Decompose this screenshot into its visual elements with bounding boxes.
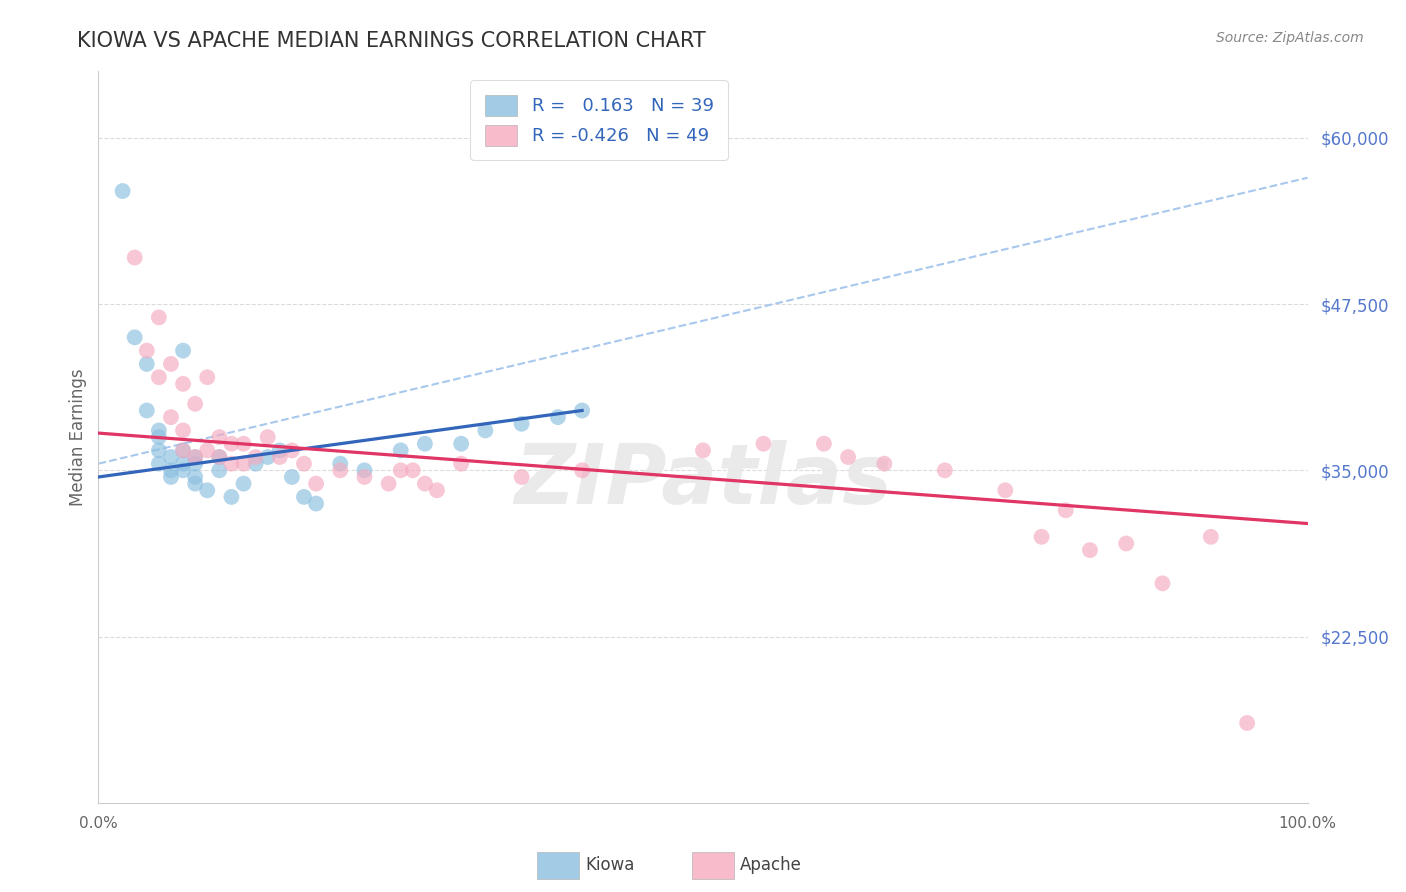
Point — [402, 463, 425, 477]
Point — [329, 457, 352, 471]
Point — [195, 370, 218, 384]
Point — [148, 424, 170, 438]
Point — [135, 357, 157, 371]
Point — [1115, 536, 1137, 550]
Point — [353, 470, 375, 484]
Point — [160, 470, 183, 484]
Point — [221, 436, 243, 450]
Point — [208, 430, 231, 444]
Point — [184, 476, 207, 491]
Point — [281, 470, 304, 484]
Point — [1199, 530, 1222, 544]
Y-axis label: Median Earnings: Median Earnings — [69, 368, 87, 506]
Point — [450, 457, 472, 471]
Point — [135, 343, 157, 358]
Point — [148, 310, 170, 325]
Point — [148, 430, 170, 444]
Point — [148, 457, 170, 471]
Point — [281, 443, 304, 458]
Point — [208, 450, 231, 464]
Text: ZIPatlas: ZIPatlas — [515, 441, 891, 522]
Point — [873, 457, 896, 471]
Legend: R =   0.163   N = 39, R = -0.426   N = 49: R = 0.163 N = 39, R = -0.426 N = 49 — [470, 80, 728, 160]
Point — [389, 463, 412, 477]
Point — [474, 424, 496, 438]
Point — [160, 410, 183, 425]
Point — [389, 443, 412, 458]
Point — [813, 436, 835, 450]
Point — [353, 463, 375, 477]
Point — [752, 436, 775, 450]
Point — [1236, 716, 1258, 731]
Point — [256, 430, 278, 444]
Point — [292, 457, 315, 471]
Point — [510, 417, 533, 431]
Point — [692, 443, 714, 458]
Text: Apache: Apache — [740, 856, 801, 874]
Point — [305, 476, 328, 491]
Point — [1078, 543, 1101, 558]
Point — [160, 450, 183, 464]
Text: KIOWA VS APACHE MEDIAN EARNINGS CORRELATION CHART: KIOWA VS APACHE MEDIAN EARNINGS CORRELAT… — [77, 31, 706, 51]
Point — [221, 457, 243, 471]
Point — [232, 436, 254, 450]
Point — [245, 457, 267, 471]
Point — [994, 483, 1017, 498]
Point — [148, 370, 170, 384]
Point — [571, 403, 593, 417]
Point — [329, 463, 352, 477]
Point — [256, 450, 278, 464]
Point — [148, 443, 170, 458]
Point — [450, 436, 472, 450]
Point — [245, 450, 267, 464]
Point — [172, 376, 194, 391]
Point — [377, 476, 399, 491]
Point — [172, 463, 194, 477]
Point — [160, 463, 183, 477]
Point — [934, 463, 956, 477]
Point — [292, 490, 315, 504]
Point — [124, 330, 146, 344]
Point — [232, 476, 254, 491]
Point — [172, 443, 194, 458]
Point — [426, 483, 449, 498]
Point — [195, 483, 218, 498]
Point — [269, 450, 291, 464]
Point — [172, 457, 194, 471]
Point — [413, 476, 436, 491]
Point — [547, 410, 569, 425]
Point — [184, 457, 207, 471]
Point — [571, 463, 593, 477]
Point — [111, 184, 134, 198]
Point — [221, 490, 243, 504]
Point — [1152, 576, 1174, 591]
Point — [172, 443, 194, 458]
Point — [160, 357, 183, 371]
Point — [184, 470, 207, 484]
Point — [1054, 503, 1077, 517]
Text: Source: ZipAtlas.com: Source: ZipAtlas.com — [1216, 31, 1364, 45]
Point — [1031, 530, 1053, 544]
Point — [184, 450, 207, 464]
Point — [195, 443, 218, 458]
Point — [172, 424, 194, 438]
Point — [232, 457, 254, 471]
Point — [172, 343, 194, 358]
Point — [124, 251, 146, 265]
Point — [208, 463, 231, 477]
Point — [413, 436, 436, 450]
Point — [184, 450, 207, 464]
Point — [135, 403, 157, 417]
Point — [269, 443, 291, 458]
Point — [184, 397, 207, 411]
Point — [208, 450, 231, 464]
Point — [510, 470, 533, 484]
Point — [305, 497, 328, 511]
Point — [837, 450, 859, 464]
Text: Kiowa: Kiowa — [585, 856, 634, 874]
